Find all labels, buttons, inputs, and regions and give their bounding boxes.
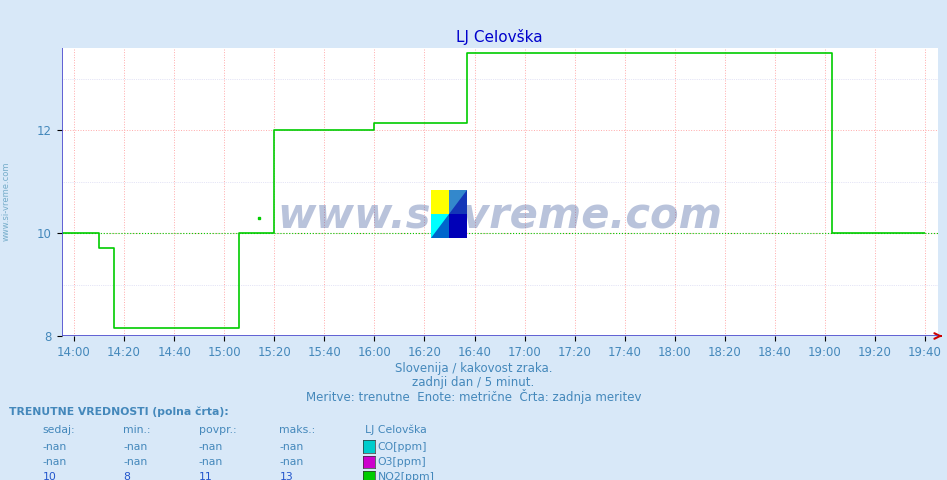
Text: min.:: min.: [123, 425, 151, 435]
Text: 10: 10 [43, 472, 57, 480]
Text: NO2[ppm]: NO2[ppm] [378, 472, 435, 480]
Text: maks.:: maks.: [279, 425, 315, 435]
Text: povpr.:: povpr.: [199, 425, 237, 435]
Text: -nan: -nan [43, 457, 67, 467]
Text: -nan: -nan [279, 457, 304, 467]
Text: sedaj:: sedaj: [43, 425, 75, 435]
Text: Slovenija / kakovost zraka.: Slovenija / kakovost zraka. [395, 362, 552, 375]
Bar [449, 190, 467, 214]
Text: TRENUTNE VREDNOSTI (polna črta):: TRENUTNE VREDNOSTI (polna črta): [9, 407, 229, 417]
Text: CO[ppm]: CO[ppm] [378, 442, 427, 452]
Text: -nan: -nan [199, 442, 223, 452]
Text: -nan: -nan [43, 442, 67, 452]
Text: Meritve: trenutne  Enote: metrične  Črta: zadnja meritev: Meritve: trenutne Enote: metrične Črta: … [306, 389, 641, 404]
Text: www.si-vreme.com: www.si-vreme.com [2, 162, 11, 241]
Text: LJ Celovška: LJ Celovška [365, 425, 426, 435]
Text: 11: 11 [199, 472, 213, 480]
Title: LJ Celovška: LJ Celovška [456, 29, 543, 46]
Text: -nan: -nan [123, 457, 148, 467]
Text: 8: 8 [123, 472, 130, 480]
Text: -nan: -nan [123, 442, 148, 452]
Text: zadnji dan / 5 minut.: zadnji dan / 5 minut. [412, 376, 535, 389]
Bar [449, 214, 467, 238]
Text: 13: 13 [279, 472, 294, 480]
Polygon shape [431, 190, 467, 238]
Text: O3[ppm]: O3[ppm] [378, 457, 426, 467]
Bar [431, 190, 449, 214]
Text: -nan: -nan [279, 442, 304, 452]
Bar [431, 214, 449, 238]
Text: www.si-vreme.com: www.si-vreme.com [277, 194, 722, 236]
Text: -nan: -nan [199, 457, 223, 467]
